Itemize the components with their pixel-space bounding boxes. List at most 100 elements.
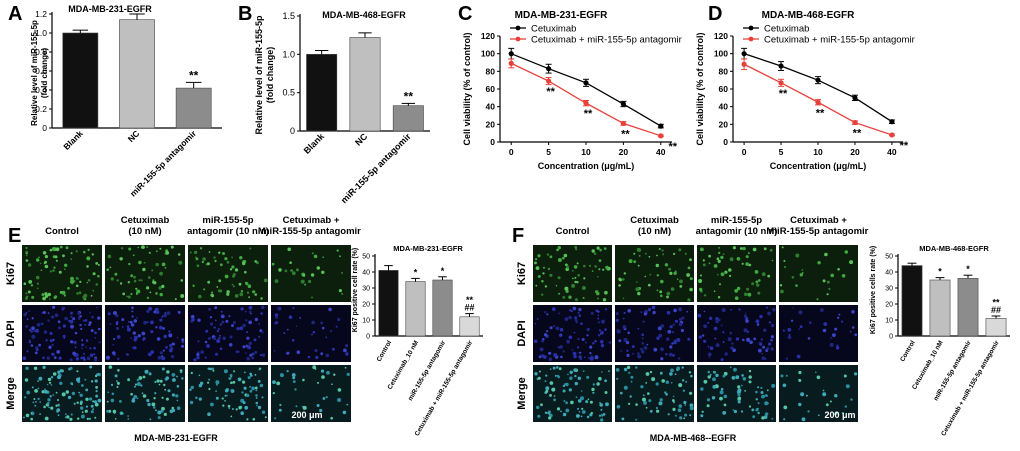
cell xyxy=(722,341,725,343)
cell xyxy=(44,292,48,296)
cell xyxy=(826,280,830,284)
cell xyxy=(64,316,68,321)
cell xyxy=(729,366,732,369)
cell xyxy=(196,352,200,357)
cell xyxy=(631,345,635,349)
cell xyxy=(577,274,580,277)
cell xyxy=(559,345,563,349)
cell xyxy=(820,308,824,312)
cell xyxy=(731,342,734,345)
cell xyxy=(672,354,675,357)
cell xyxy=(33,366,38,370)
cell xyxy=(743,328,748,333)
column-label: Cetuximab + xyxy=(790,215,847,226)
cell xyxy=(272,380,276,384)
cell xyxy=(137,334,141,338)
cell xyxy=(119,411,124,415)
cell xyxy=(549,273,553,277)
cell xyxy=(242,401,246,405)
cell xyxy=(156,310,160,314)
cell xyxy=(74,346,77,349)
bar xyxy=(119,19,155,129)
category-label: NC xyxy=(353,131,370,148)
cell xyxy=(136,289,141,294)
cell xyxy=(599,329,601,332)
cell xyxy=(703,379,708,384)
x-tick-label: 5 xyxy=(779,147,784,157)
cell xyxy=(600,340,604,344)
cell xyxy=(217,327,221,331)
cell xyxy=(246,393,250,398)
data-point xyxy=(508,60,514,66)
cell xyxy=(537,414,541,418)
cell xyxy=(261,305,265,310)
cell xyxy=(707,370,711,374)
bar xyxy=(175,87,212,129)
cell xyxy=(597,317,600,320)
cell xyxy=(689,414,692,417)
cell xyxy=(659,290,663,294)
y-tick-label: 20 xyxy=(885,301,893,308)
category-label: Control xyxy=(899,339,917,363)
cell xyxy=(817,414,820,417)
cell xyxy=(544,411,547,414)
cell xyxy=(572,277,574,280)
cell xyxy=(747,292,752,297)
cell xyxy=(557,258,562,262)
y-tick-label: 1.0 xyxy=(35,28,47,38)
cell xyxy=(131,310,134,313)
cell xyxy=(256,404,258,407)
cell xyxy=(116,380,118,382)
cell xyxy=(577,346,580,349)
cell xyxy=(834,327,838,331)
cell xyxy=(284,269,288,273)
y-tick-label: 1.0 xyxy=(282,49,295,59)
cell xyxy=(686,310,689,313)
cell xyxy=(753,337,757,341)
cell xyxy=(669,325,673,329)
cell xyxy=(251,356,254,360)
cell xyxy=(291,338,295,342)
cell xyxy=(534,322,537,325)
cell xyxy=(37,380,39,382)
cell xyxy=(551,307,556,311)
cell xyxy=(246,418,249,421)
x-tick-label: 0 xyxy=(509,147,514,157)
cell xyxy=(553,395,556,397)
cell xyxy=(38,343,41,347)
cell xyxy=(57,403,60,406)
cell xyxy=(830,337,832,339)
cell xyxy=(325,353,330,358)
cell xyxy=(133,319,138,323)
cell xyxy=(39,262,42,265)
cell xyxy=(190,314,195,319)
cell xyxy=(92,272,96,276)
cell xyxy=(628,402,631,405)
cell xyxy=(664,391,667,394)
cell xyxy=(176,375,178,378)
cell xyxy=(641,333,644,337)
cell xyxy=(311,320,315,325)
cell xyxy=(252,418,256,421)
column-label: (10 nM) xyxy=(638,226,671,237)
cell xyxy=(788,333,791,336)
cell xyxy=(801,417,806,422)
cell xyxy=(150,330,154,334)
cell xyxy=(171,393,175,397)
cell xyxy=(832,333,836,337)
cell xyxy=(255,397,258,399)
cell xyxy=(656,289,659,292)
cell xyxy=(837,316,840,319)
cell xyxy=(580,390,583,392)
cell xyxy=(78,317,81,320)
cell xyxy=(807,410,810,413)
cell xyxy=(656,254,658,257)
cell xyxy=(641,342,645,345)
cell xyxy=(758,348,762,353)
cell xyxy=(229,268,233,271)
cell xyxy=(25,254,28,257)
cell xyxy=(133,275,136,279)
cell xyxy=(138,260,142,265)
cell xyxy=(97,316,101,320)
cell xyxy=(208,387,211,391)
